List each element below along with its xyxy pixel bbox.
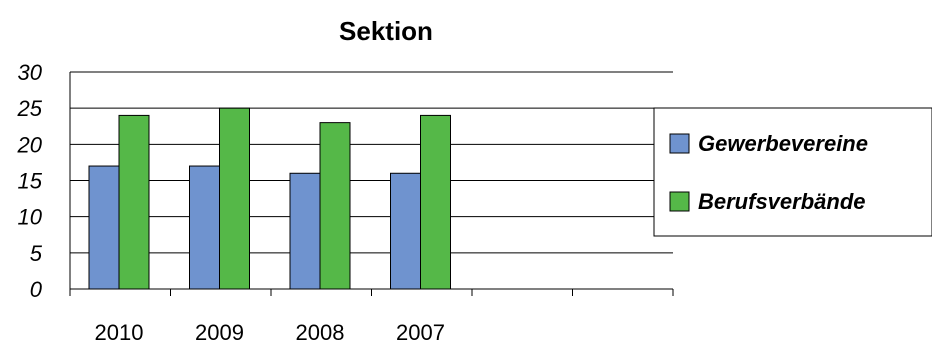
x-axis-ticks: 2010 2009 2008 2007 — [95, 320, 445, 345]
x-tick-label: 2008 — [296, 320, 345, 345]
chart-title: Sektion — [339, 16, 433, 46]
bar — [319, 122, 351, 290]
gridlines — [70, 71, 673, 254]
bar — [88, 165, 120, 290]
bar — [289, 172, 321, 290]
y-tick-label: 30 — [18, 60, 43, 85]
axes — [69, 72, 674, 296]
legend-swatch — [669, 191, 690, 212]
bar — [219, 107, 250, 290]
y-tick-label: 0 — [30, 277, 43, 302]
x-tick-label: 2007 — [396, 320, 445, 345]
legend: Gewerbevereine Berufsverbände — [653, 107, 932, 237]
x-tick-label: 2009 — [195, 320, 244, 345]
bar — [189, 165, 220, 290]
bar — [390, 172, 421, 290]
legend-label: Gewerbevereine — [698, 131, 868, 156]
bar — [420, 114, 451, 290]
x-tick-label: 2010 — [95, 320, 144, 345]
y-tick-label: 10 — [18, 205, 43, 230]
y-tick-label: 15 — [18, 169, 43, 194]
legend-box — [653, 107, 932, 237]
legend-swatch — [669, 133, 690, 154]
y-axis-ticks: 0 5 10 15 20 25 30 — [17, 60, 43, 302]
y-tick-label: 20 — [17, 132, 43, 157]
legend-label: Berufsverbände — [698, 189, 866, 214]
bar — [118, 114, 150, 290]
bars — [88, 107, 451, 290]
y-tick-label: 5 — [30, 241, 43, 266]
y-tick-label: 25 — [17, 96, 43, 121]
